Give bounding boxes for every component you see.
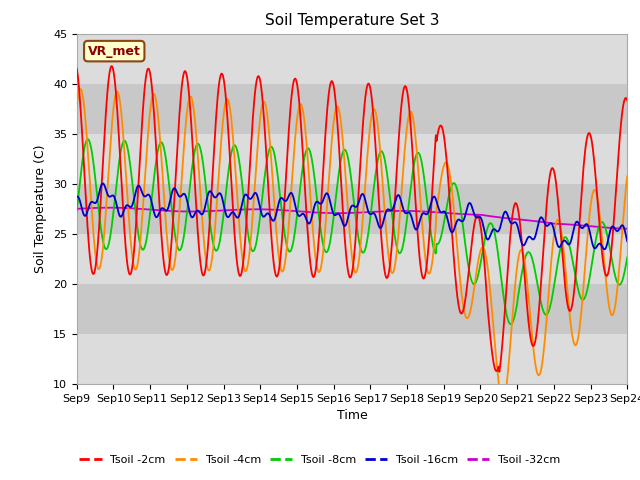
Bar <box>77 34 627 84</box>
X-axis label: Time: Time <box>337 409 367 422</box>
Bar <box>77 134 627 184</box>
Bar <box>77 334 627 384</box>
Bar <box>77 184 627 234</box>
Y-axis label: Soil Temperature (C): Soil Temperature (C) <box>35 144 47 273</box>
Text: VR_met: VR_met <box>88 45 141 58</box>
Bar <box>77 234 627 284</box>
Title: Soil Temperature Set 3: Soil Temperature Set 3 <box>265 13 439 28</box>
Bar <box>77 284 627 334</box>
Bar <box>77 84 627 134</box>
Legend: Tsoil -2cm, Tsoil -4cm, Tsoil -8cm, Tsoil -16cm, Tsoil -32cm: Tsoil -2cm, Tsoil -4cm, Tsoil -8cm, Tsoi… <box>75 451 565 469</box>
